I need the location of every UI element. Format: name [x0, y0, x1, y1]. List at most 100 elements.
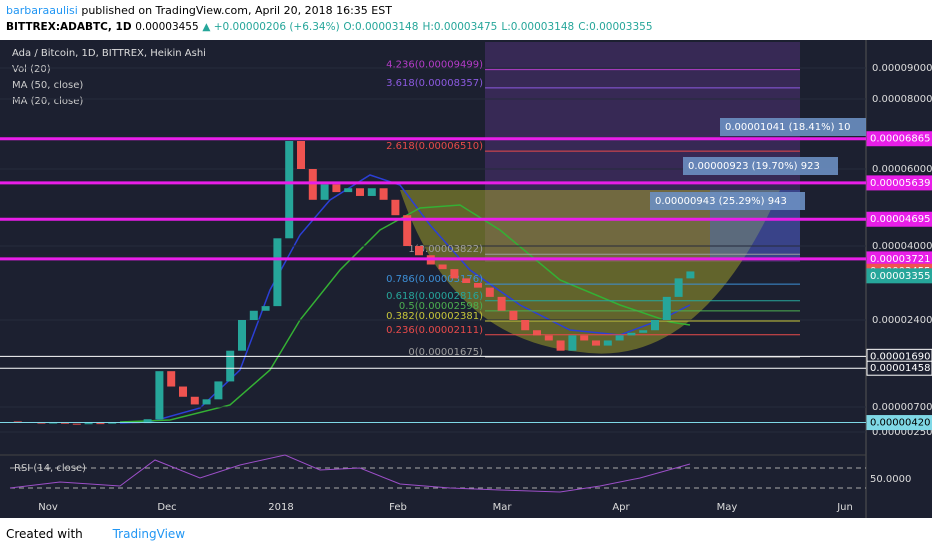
publish-line: barbaraaulisi published on TradingView.c… — [6, 3, 926, 19]
candle-body — [297, 141, 305, 169]
candle-body — [367, 188, 376, 196]
fib-label: 3.618(0.00008357) — [386, 78, 483, 89]
price-label: 0.00000420 — [870, 418, 930, 429]
candle-body — [580, 335, 589, 341]
candle-body — [238, 320, 246, 351]
indicator: MA (50, close) — [12, 80, 83, 91]
published: published on TradingView.com, April 20, … — [81, 4, 392, 17]
candle-body — [202, 399, 211, 405]
price-box — [866, 360, 932, 376]
candle-body — [344, 188, 353, 193]
candle-body — [167, 371, 176, 387]
measure-label: 0.00001041 (18.41%) 10 — [725, 122, 850, 133]
ohlc-item: C:0.00003355 — [578, 21, 653, 33]
header: barbaraaulisi published on TradingView.c… — [0, 0, 932, 40]
price-label: 0.00004695 — [870, 214, 930, 225]
fib-label: 0.5(0.00002598) — [399, 301, 483, 312]
symbol: BITTREX:ADABTC, 1D — [6, 21, 132, 33]
candle-body — [285, 141, 294, 239]
candle-body — [686, 271, 695, 279]
y-tick-label: 0.00000250 — [872, 427, 932, 438]
candle-body — [108, 422, 117, 424]
rsi-line — [9, 454, 691, 493]
price-box — [866, 415, 932, 431]
y-tick-label: 0.00008000 — [872, 94, 932, 105]
candle-body — [521, 320, 530, 331]
candle-body — [273, 238, 282, 307]
candle-body — [615, 335, 624, 341]
cup-shape — [400, 190, 780, 354]
x-tick-label: Mar — [493, 502, 513, 513]
candle-body — [415, 246, 423, 256]
brand[interactable]: TradingView — [112, 527, 186, 541]
x-tick-label: Nov — [38, 502, 58, 513]
created-with: Created with — [6, 527, 83, 541]
measure-box — [683, 157, 838, 175]
price-label: 0.00006865 — [870, 134, 930, 145]
fib-label: 1(0.00003822) — [408, 244, 483, 255]
publisher[interactable]: barbaraaulisi — [6, 4, 78, 17]
price-box — [866, 131, 932, 147]
fib-label: 0(0.00001675) — [408, 347, 483, 358]
ohlc-item: H:0.00003475 — [422, 21, 498, 33]
candle-body — [403, 215, 412, 246]
candle-body — [332, 184, 341, 193]
candle-body — [261, 306, 270, 311]
x-tick-label: Feb — [389, 502, 407, 513]
candle-body — [450, 269, 459, 279]
fib-label: 0.236(0.00002111) — [386, 325, 483, 336]
candle-body — [497, 296, 506, 311]
candle-body — [72, 423, 81, 425]
candle-body — [592, 340, 600, 346]
y-tick-label: 0.00009000 — [872, 63, 932, 74]
candle-body — [462, 278, 471, 283]
x-tick-label: 2018 — [268, 502, 293, 513]
candle-body — [226, 350, 235, 382]
price-label: 0.00003721 — [870, 254, 930, 265]
fib-label: 2.618(0.00006510) — [386, 141, 483, 152]
candle-body — [474, 283, 482, 288]
candle-body — [651, 320, 659, 331]
candle-body — [639, 330, 648, 333]
candle-body — [179, 386, 187, 397]
candle-body — [674, 278, 683, 297]
x-tick-label: Dec — [157, 502, 176, 513]
price-box — [866, 211, 932, 227]
fib-label: 0.786(0.00003176) — [386, 274, 483, 285]
x-tick-label: Jun — [836, 502, 853, 513]
candle-body — [13, 421, 22, 423]
ohlc-item: O:0.00003148 — [343, 21, 419, 33]
fib-label: 0.618(0.00002816) — [386, 291, 483, 302]
y-tick-label: 0.00006000 — [872, 164, 932, 175]
candle-body — [603, 340, 612, 346]
ohlc-item: L:0.00003148 — [501, 21, 575, 33]
candle-body — [96, 423, 105, 425]
price-box — [866, 175, 932, 191]
candle-body — [509, 310, 518, 320]
candle-body — [214, 381, 223, 400]
price-label: 0.00001690 — [870, 351, 930, 362]
rsi-label: RSI (14, close) — [14, 463, 86, 474]
fib-zone — [485, 42, 800, 262]
x-tick-label: May — [717, 502, 738, 513]
measure-label: 0.00000943 (25.29%) 943 — [655, 196, 787, 207]
candle-body — [627, 332, 636, 336]
candle-body — [356, 188, 364, 196]
measure-box — [720, 118, 866, 136]
fib-label: 0.382(0.00002381) — [386, 311, 483, 322]
candle-body — [249, 310, 258, 320]
candle-body — [485, 287, 494, 297]
x-tick-label: Apr — [612, 502, 630, 513]
measure-box — [650, 192, 805, 210]
candle-body — [320, 184, 329, 200]
fib-label: 4.236(0.00009499) — [386, 60, 483, 71]
last-price: 0.00003455 — [135, 21, 199, 33]
candle-body — [308, 169, 317, 200]
rsi-level: 50.0000 — [870, 474, 911, 485]
measure-label: 0.00000923 (19.70%) 923 — [688, 161, 820, 172]
y-tick-label: 0.00004000 — [872, 241, 932, 252]
ohlc: O:0.00003148 H:0.00003475 L:0.00003148 C:0.… — [343, 21, 656, 33]
price-label: 0.00001458 — [870, 363, 930, 374]
price-label: 0.00003355 — [870, 271, 930, 282]
